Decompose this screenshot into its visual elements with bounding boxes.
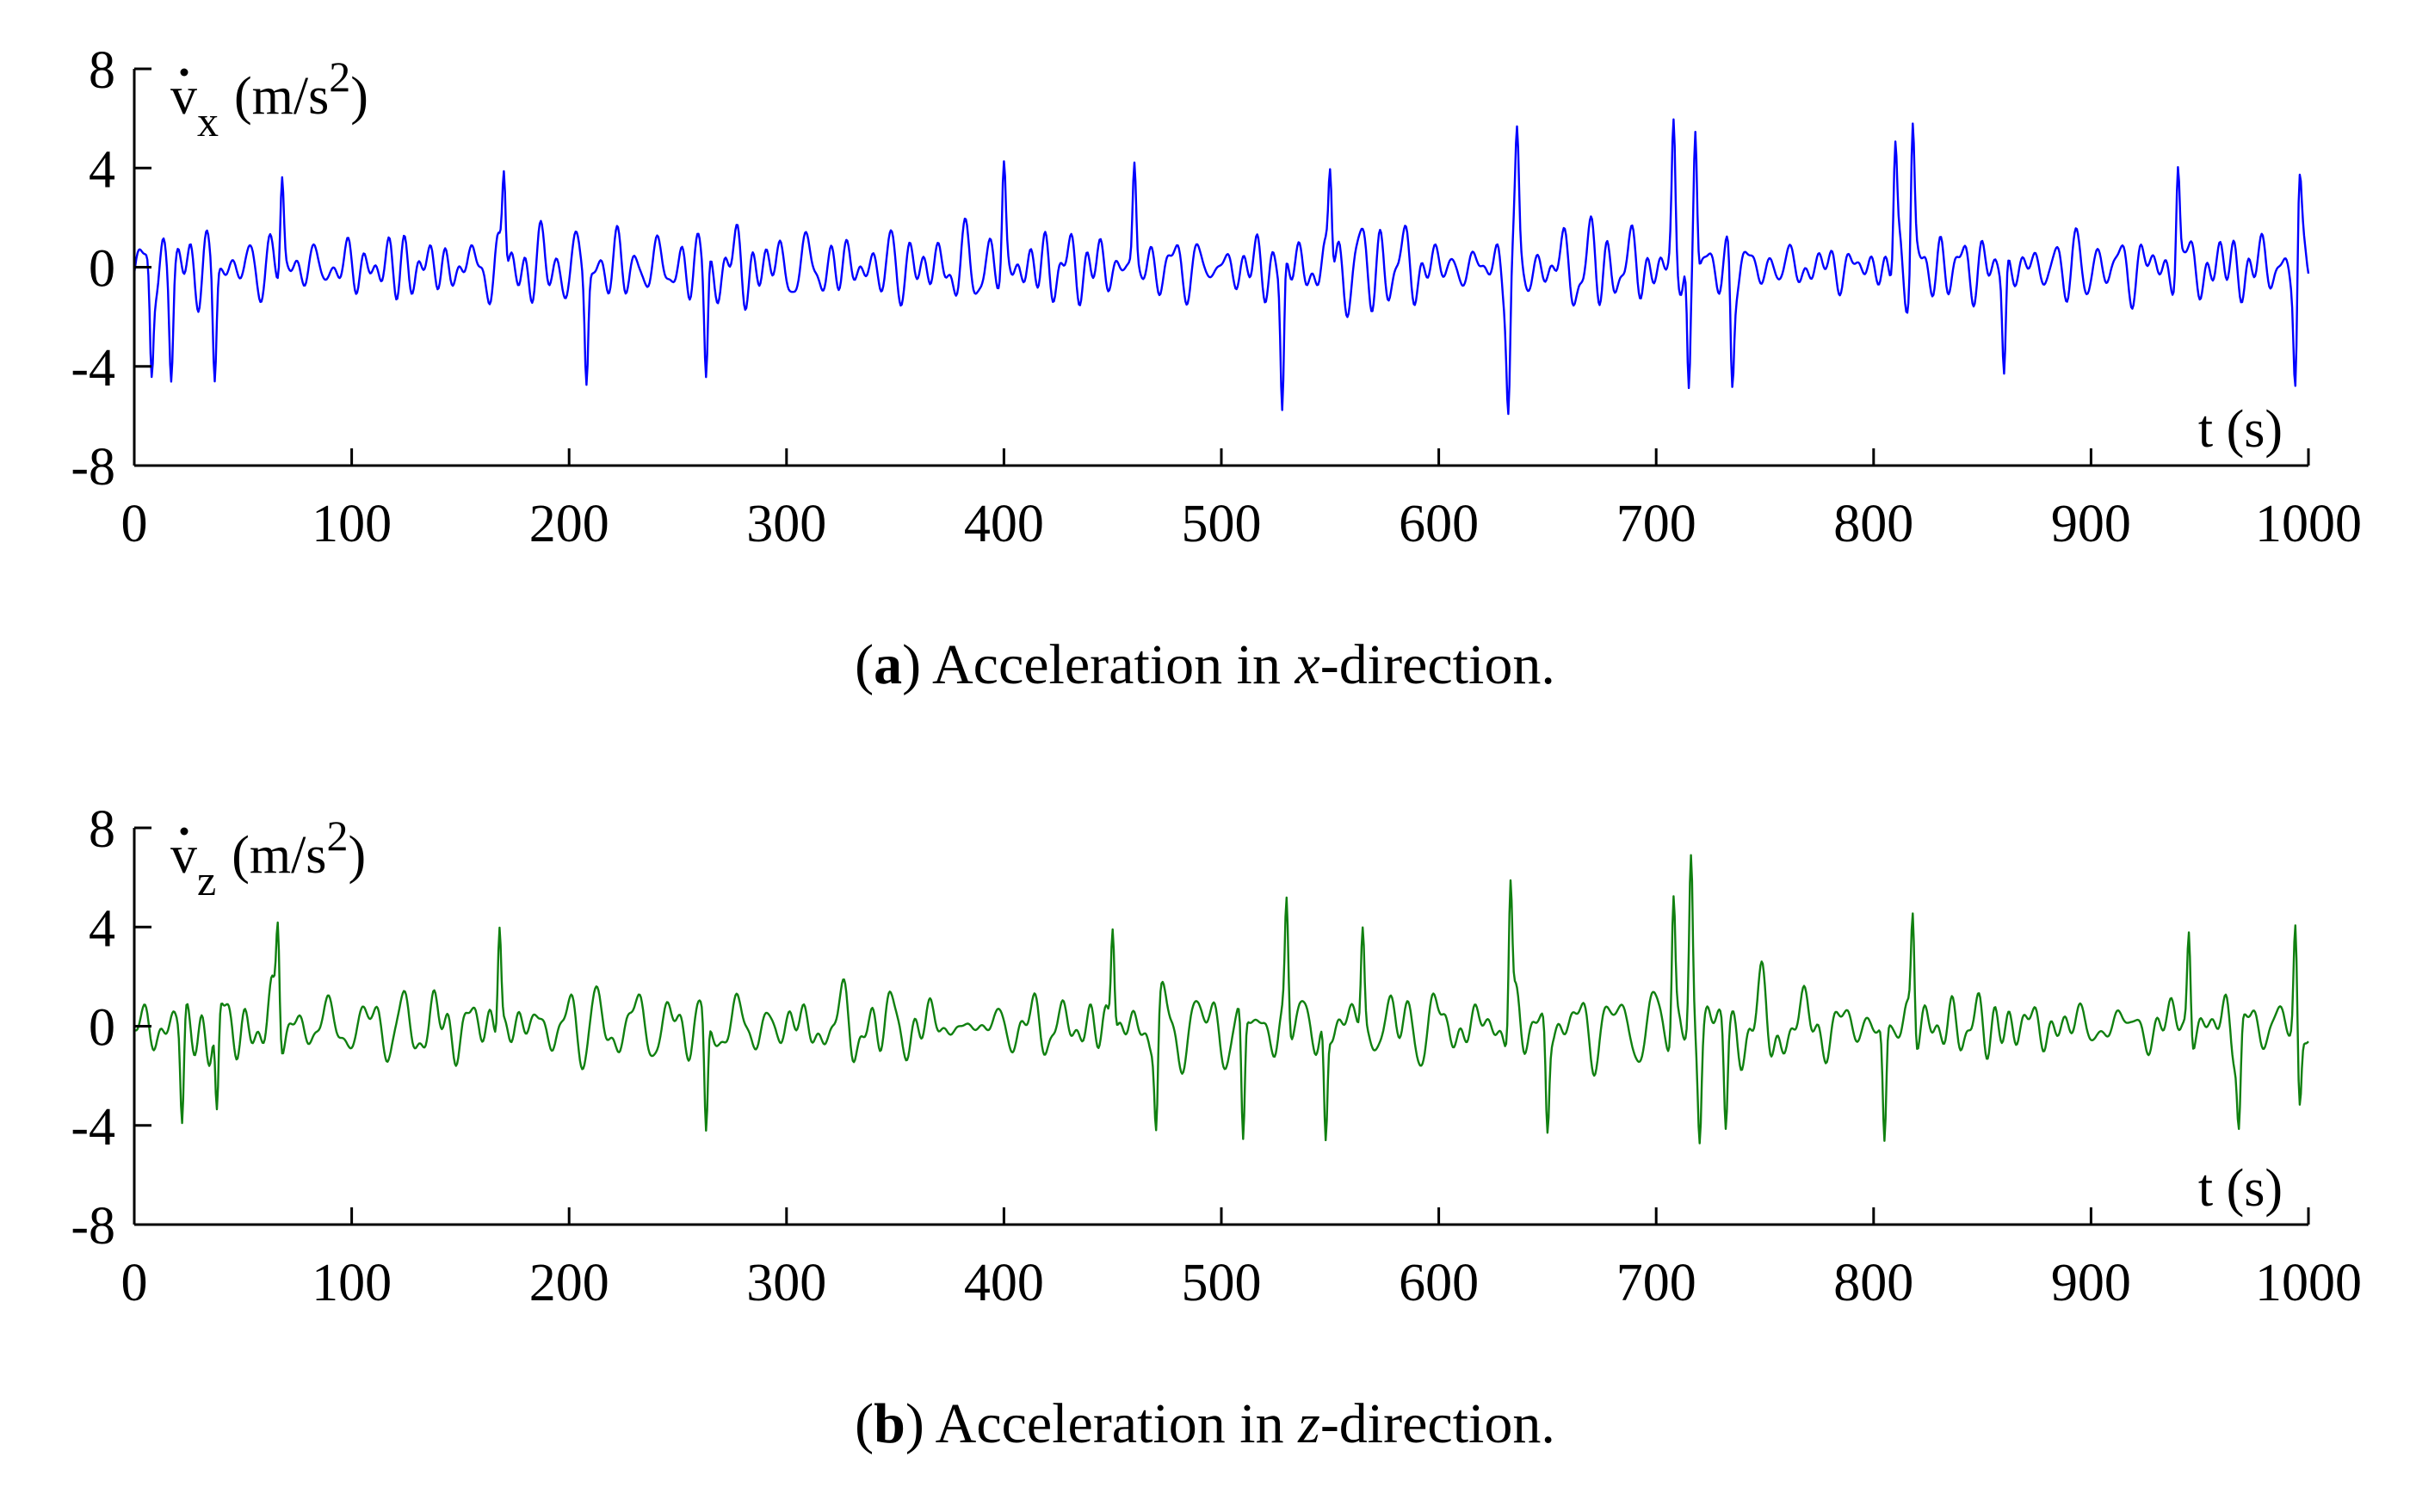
x-axis-label: t (s) <box>2198 400 2283 459</box>
x-axis-label: t (s) <box>2198 1159 2283 1218</box>
x-tick-label: 900 <box>2051 495 2131 553</box>
y-axis-label: vx (m/s2) <box>170 52 368 145</box>
x-tick-label: 500 <box>1182 495 1262 553</box>
y-axis-label-unit: (m/s <box>232 826 326 885</box>
chart-panel-b: 0 100 200 300 400 500 600 700 800 900 1000 -8 -4 0 4 8 v… <box>71 800 2362 1312</box>
y-axis-label-symbol: v <box>170 67 197 126</box>
y-tick-label: -8 <box>71 438 115 497</box>
caption-text-pre: Acceleration in <box>932 633 1295 696</box>
series-line <box>133 118 2310 416</box>
y-axis-label-close: ) <box>348 826 366 885</box>
caption-letter: a <box>874 633 903 696</box>
x-tick-label: 1000 <box>2255 495 2362 553</box>
y-axis-label-exponent: 2 <box>329 52 350 101</box>
caption-variable: x <box>1295 633 1320 696</box>
y-axis-label-subscript: x <box>197 97 219 145</box>
y-axis-label-exponent: 2 <box>326 812 348 860</box>
x-tick-label: 1000 <box>2255 1254 2362 1312</box>
y-tick-label: -8 <box>71 1197 115 1256</box>
x-tick-label: 400 <box>964 495 1044 553</box>
y-tick-label: 8 <box>89 41 115 100</box>
x-tick-label: 0 <box>121 495 148 553</box>
x-tick-label: 600 <box>1399 1254 1479 1312</box>
x-tick-label: 200 <box>529 495 609 553</box>
series-line <box>133 854 2309 1145</box>
caption-text-post: -direction. <box>1319 1392 1555 1455</box>
y-tick-label: 4 <box>89 899 115 958</box>
derivative-dot <box>180 827 188 836</box>
x-tick-label: 800 <box>1833 1254 1913 1312</box>
x-tick-label: 600 <box>1399 495 1479 553</box>
x-tick-label: 100 <box>312 1254 392 1312</box>
derivative-dot <box>180 68 188 77</box>
caption-panel-b: (b) Acceleration in z-direction. <box>855 1392 1555 1455</box>
caption-letter: b <box>874 1392 905 1455</box>
y-tick-label: 8 <box>89 800 115 859</box>
y-tick-label: 4 <box>89 140 115 199</box>
y-tick-label: -4 <box>71 1098 115 1157</box>
x-tick-label: 300 <box>746 495 826 553</box>
y-tick-label: 0 <box>89 999 115 1058</box>
x-tick-label: 700 <box>1616 1254 1696 1312</box>
caption-text-post: -direction. <box>1319 633 1555 696</box>
y-tick-label: -4 <box>71 339 115 398</box>
y-tick-label: 0 <box>89 240 115 299</box>
caption-variable: z <box>1298 1392 1320 1455</box>
x-tick-label: 200 <box>529 1254 609 1312</box>
x-tick-label: 900 <box>2051 1254 2131 1312</box>
x-tick-label: 400 <box>964 1254 1044 1312</box>
y-axis-label: vz (m/s2) <box>170 812 366 904</box>
x-tick-label: 500 <box>1182 1254 1262 1312</box>
y-axis-label-close: ) <box>350 67 368 126</box>
x-tick-label: 0 <box>121 1254 148 1312</box>
caption-panel-a: (a) Acceleration in x-direction. <box>855 633 1555 696</box>
y-axis-label-symbol: v <box>170 826 197 885</box>
x-tick-label: 700 <box>1616 495 1696 553</box>
y-axis-label-unit: (m/s <box>234 67 329 126</box>
x-tick-label: 800 <box>1833 495 1913 553</box>
chart-panel-a: 0 100 200 300 400 500 600 700 800 900 1000 -8 -4 0 4 8 v… <box>71 41 2362 553</box>
caption-text-pre: Acceleration in <box>935 1392 1299 1455</box>
y-axis-label-subscript: z <box>197 856 216 904</box>
x-tick-label: 300 <box>746 1254 826 1312</box>
x-tick-label: 100 <box>312 495 392 553</box>
